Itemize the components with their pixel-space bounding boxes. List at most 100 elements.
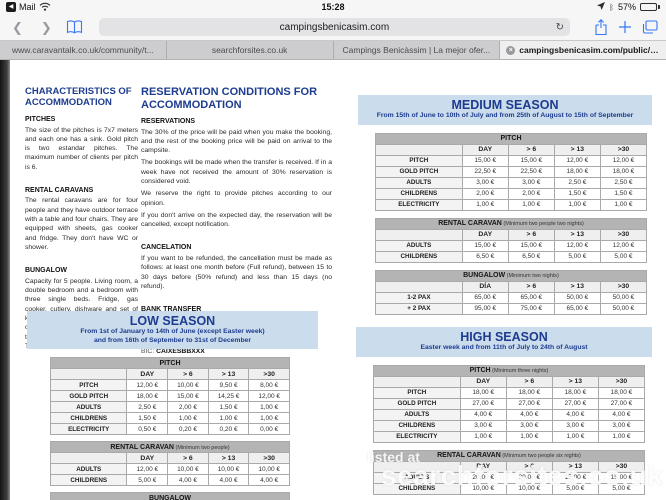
section-paragraph: We reserve the right to provide pitches … [141,190,332,207]
price-cell: 27,00 € [505,397,553,410]
forward-button[interactable]: ❯ [40,19,52,35]
table-row: ELECTRICITY 1,00 €1,00 €1,00 €1,00 € [373,430,646,443]
back-button[interactable]: ❮ [12,19,23,35]
table-row: CHILDRENS 5,00 €4,00 €4,00 €4,00 € [49,474,290,486]
price-cell: 0,20 € [167,423,209,435]
table-name: BUNGALOW [50,492,290,500]
tab[interactable]: Campings Benicàssim | La mejor ofer... [334,41,501,59]
price-cell: 4,00 € [207,474,250,486]
table-row: ADULTS 3,00 €3,00 €2,50 €2,50 € [375,176,648,189]
bookmarks-icon[interactable] [66,20,83,34]
row-label: ADULTS [373,408,461,421]
back-to-app-icon[interactable]: ◀ [6,2,16,12]
new-tab-icon[interactable] [618,20,632,34]
row-label: ADULTS [49,463,128,475]
price-cell: 65,00 € [461,291,509,304]
tab-active[interactable]: × campingsbenicasim.com/public/u... [500,41,666,59]
price-cell: 5,00 € [597,482,646,495]
tab[interactable]: www.caravantalk.co.uk/community/t... [0,41,167,59]
price-cell: 50,00 € [599,302,648,315]
row-label: PITCH [373,386,461,399]
price-cell: 12,00 € [553,154,601,167]
row-label: GOLD PITCH [375,165,463,178]
column-header: >30 [597,375,646,388]
price-cell: 12,00 € [126,379,169,391]
column-title: CHARACTERISTICS OF ACCOMMODATION [25,86,132,108]
tab-label: www.caravantalk.co.uk/community/t... [12,45,154,55]
section-heading: CANCELATION [141,244,192,252]
price-cell: 12,00 € [126,463,169,475]
doc-section: CANCELATION If you want to be refunded, t… [141,244,332,291]
table-title-row: RENTAL CARAVAN (Minimum two people) [50,441,290,453]
table-title-row: RENTAL CARAVAN (Minimum two people two n… [375,217,647,230]
price-cell: 20,00 € [505,471,553,484]
column-header: > 6 [505,460,553,473]
table-row: 1-2 PAX 65,00 €65,00 €50,00 €50,00 € [375,291,648,304]
price-table: BUNGALOWDAY> 6> 13>301-2 PAX50,00 €50,00… [50,492,290,500]
column-header: > 6 [167,368,209,380]
table-name-text: RENTAL CARAVAN [437,452,501,459]
row-label-header [373,460,461,473]
row-label: ELECTRICITY [373,430,461,443]
season-header: MEDIUM SEASON From 15th of June to 10th o… [358,95,652,125]
tab-close-icon[interactable]: × [506,45,516,55]
price-cell: 1,00 € [207,412,250,424]
tab-label: Campings Benicàssim | La mejor ofer... [342,45,491,55]
table-name: PITCH (Minimum three nights) [373,364,645,377]
location-services-icon [597,2,606,12]
column-header-row: DAY > 6 > 13 >30 [375,228,648,241]
table-note: (Minimum two people two nights) [501,221,584,227]
price-table: PITCH (Minimum three nights) DAY > 6 > 13 >3… [373,364,646,443]
price-cell: 2,50 € [553,176,601,189]
share-icon[interactable] [594,18,608,36]
price-table: RENTAL CARAVAN (Minimum two people six n… [373,449,646,495]
column-header-row: DAY > 6 > 13 >30 [49,368,290,380]
detail-value: CAIXESBBXXX [156,347,205,355]
table-row: + 2 PAX 95,00 €75,00 €65,00 €50,00 € [375,302,648,315]
season-subtitle: and from 16th of September to 31st of De… [93,336,252,344]
price-cell: 5,00 € [126,474,169,486]
tabs-overview-icon[interactable] [642,20,658,34]
table-row: CHILDRENS 10,00 €10,00 €5,00 €5,00 € [373,482,646,495]
row-label-header [49,452,128,464]
back-to-app-label[interactable]: Mail [19,2,36,12]
section-paragraph: The size of the pitches is 7x7 meters an… [25,126,138,171]
price-cell: 15,00 € [597,471,646,484]
doc-section: PITCHES The size of the pitches is 7x7 me… [25,116,138,172]
section-paragraph: The rental caravans are for four people … [25,197,138,251]
reload-icon[interactable]: ↻ [555,21,564,33]
tab-label: campingsbenicasim.com/public/u... [519,45,660,55]
row-label-header [375,280,463,293]
column-header-row: DAY > 6 > 13 >30 [49,452,290,464]
column-header: > 13 [207,368,250,380]
price-cell: 18,00 € [505,386,553,399]
table-name-text: PITCH [500,135,522,142]
price-cell: 10,00 € [505,482,553,495]
row-label: CHILDRENS [49,412,128,424]
address-bar[interactable]: campingsbenicasim.com ↻ [98,18,570,36]
row-label: CHILDRENS [373,482,461,495]
section-paragraph: The bookings will be made when the trans… [141,159,332,185]
column-header: > 6 [167,452,209,464]
price-cell: 1,00 € [248,412,290,424]
row-label: ADULTS [375,176,463,189]
price-cell: 2,00 € [507,187,555,200]
row-label: GOLD PITCH [373,397,461,410]
season-subtitle: From 15th of June to 10th of July and fr… [376,112,634,119]
section-heading: BANK TRANSFER [141,306,202,314]
table-note: (Minimum two nights) [505,273,559,279]
price-cell: 0,50 € [126,423,169,435]
price-cell: 65,00 € [553,302,601,315]
row-label: CHILDRENS [49,474,128,486]
price-cell: 5,00 € [599,250,648,263]
tab[interactable]: searchforsites.co.uk [167,41,334,59]
price-cell: 20,00 € [459,471,507,484]
price-cell: 15,00 € [167,390,209,402]
table-row: ADULTS 2,50 €2,00 €1,50 €1,00 € [49,401,290,413]
table-name: PITCH [50,357,290,369]
table-title-row: BUNGALOW (Minimum two nights) [375,269,647,282]
web-page-content: CHARACTERISTICS OF ACCOMMODATION PITCHES T… [0,60,666,500]
price-cell: 50,00 € [553,291,601,304]
price-cell: 10,00 € [167,463,209,475]
column-header: >30 [599,228,648,241]
